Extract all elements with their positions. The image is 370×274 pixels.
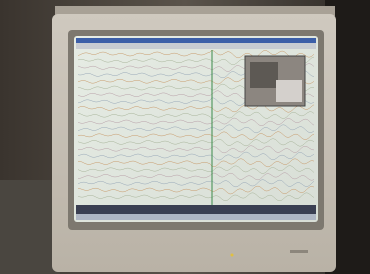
power-led [231,254,234,257]
status-bar [76,205,316,214]
desk-left [0,180,60,274]
title-bar [76,38,316,43]
photo [0,0,370,274]
page: (() => { const data = JSON.parse(documen… [0,0,370,274]
video-bed [276,80,302,102]
video-figure [250,62,278,88]
toolbar [76,43,316,49]
taskbar [76,214,316,220]
logo [290,250,308,253]
